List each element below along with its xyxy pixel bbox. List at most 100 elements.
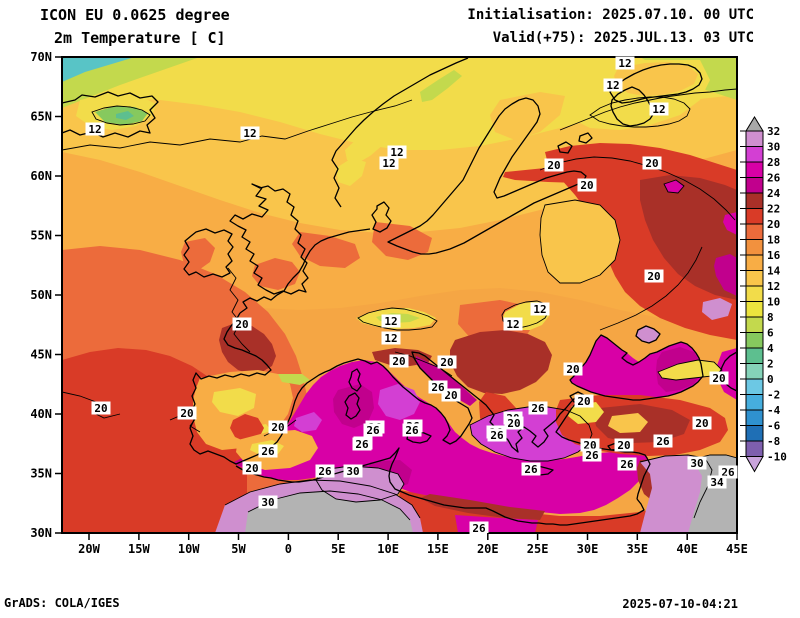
lon-tick-label: 25E: [527, 542, 549, 556]
colorbar: 32302826242220181614121086420-2-4-6-8-10: [740, 117, 787, 472]
colorbar-tick-label: 12: [767, 280, 780, 293]
contour-label: 12: [88, 123, 101, 136]
contour-label: 20: [566, 363, 579, 376]
contour-label: 20: [695, 417, 708, 430]
contour-label: 30: [261, 496, 274, 509]
lon-tick-label: 5W: [231, 542, 246, 556]
contour-label: 12: [606, 79, 619, 92]
contour-label: 20: [547, 159, 560, 172]
colorbar-band: [746, 178, 763, 194]
init-time-label: Initialisation: 2025.07.10. 00 UTC: [467, 7, 754, 23]
colorbar-band: [746, 426, 763, 442]
colorbar-tick-label: 4: [767, 342, 774, 355]
colorbar-tick-label: 16: [767, 249, 781, 262]
contour-label: 26: [585, 449, 599, 462]
colorbar-band: [746, 333, 763, 349]
colorbar-tick-label: 8: [767, 311, 774, 324]
colorbar-tick-label: -2: [767, 389, 780, 402]
colorbar-tick-label: 26: [767, 172, 781, 185]
lat-tick-label: 45N: [30, 348, 52, 362]
contour-label: 20: [271, 421, 284, 434]
colorbar-tick-label: -4: [767, 404, 781, 417]
lon-tick-label: 10W: [178, 542, 200, 556]
colorbar-tick-label: 30: [767, 141, 780, 154]
lon-tick-label: 5E: [331, 542, 345, 556]
colorbar-tick-label: 18: [767, 234, 780, 247]
lon-tick-label: 30E: [577, 542, 599, 556]
colorbar-tick-label: 0: [767, 373, 774, 386]
lon-tick-label: 0: [285, 542, 292, 556]
contour-label: 20: [617, 439, 630, 452]
contour-label: 26: [490, 429, 504, 442]
contour-label: 20: [392, 355, 405, 368]
colorbar-band: [746, 348, 763, 364]
contour-label: 26: [524, 463, 538, 476]
lon-tick-label: 35E: [626, 542, 648, 556]
contour-label: 12: [506, 318, 519, 331]
contour-label: 12: [384, 315, 397, 328]
colorbar-tick-label: -6: [767, 420, 781, 433]
colorbar-tick-label: 22: [767, 203, 780, 216]
colorbar-below-arrow: [746, 457, 763, 472]
colorbar-band: [746, 410, 763, 426]
contour-label: 12: [390, 146, 403, 159]
colorbar-above-arrow: [746, 117, 763, 131]
lon-tick-label: 15E: [427, 542, 449, 556]
contour-label: 34: [710, 476, 724, 489]
lat-tick-label: 60N: [30, 169, 52, 183]
colorbar-band: [746, 317, 763, 333]
contour-label: 26: [431, 381, 445, 394]
colorbar-band: [746, 302, 763, 318]
longitude-axis: 20W15W10W5W05E10E15E20E25E30E35E40E45E: [78, 533, 748, 556]
contour-label: 20: [245, 462, 258, 475]
lon-tick-label: 15W: [128, 542, 150, 556]
temperature-map-svg: 1212121212121212121212202020202020202020…: [0, 0, 800, 590]
lat-tick-label: 40N: [30, 407, 52, 421]
contour-label: 20: [94, 402, 107, 415]
colorbar-tick-label: 6: [767, 327, 774, 340]
contour-label: 20: [235, 318, 248, 331]
contour-label: 20: [180, 407, 193, 420]
lat-tick-label: 70N: [30, 50, 52, 64]
colorbar-band: [746, 224, 763, 240]
colorbar-band: [746, 271, 763, 287]
colorbar-tick-label: 28: [767, 156, 780, 169]
colorbar-tick-label: 10: [767, 296, 780, 309]
contour-label: 20: [580, 179, 593, 192]
contour-label: 12: [243, 127, 256, 140]
colorbar-band: [746, 147, 763, 163]
contour-label: 30: [346, 465, 359, 478]
lat-tick-label: 50N: [30, 288, 52, 302]
lon-tick-label: 45E: [726, 542, 748, 556]
contour-label: 20: [647, 270, 660, 283]
contour-label: 20: [507, 417, 520, 430]
lat-tick-label: 35N: [30, 467, 52, 481]
colorbar-band: [746, 131, 763, 147]
colorbar-band: [746, 209, 763, 225]
contour-label: 26: [405, 424, 419, 437]
lon-tick-label: 10E: [377, 542, 399, 556]
colorbar-band: [746, 255, 763, 271]
plot-title-line2: 2m Temperature [ C]: [54, 29, 226, 47]
colorbar-band: [746, 441, 763, 457]
lon-tick-label: 20W: [78, 542, 100, 556]
colorbar-tick-label: 32: [767, 125, 780, 138]
colorbar-tick-label: -8: [767, 435, 780, 448]
colorbar-band: [746, 240, 763, 256]
contour-label: 20: [645, 157, 658, 170]
lat-tick-label: 30N: [30, 526, 52, 540]
lat-tick-label: 65N: [30, 110, 52, 124]
plot-title-line1: ICON EU 0.0625 degree: [40, 6, 230, 24]
grads-credit: GrADS: COLA/IGES: [4, 596, 120, 610]
colorbar-band: [746, 286, 763, 302]
contour-label: 26: [261, 445, 275, 458]
contour-label: 12: [384, 332, 397, 345]
contour-label: 12: [533, 303, 546, 316]
contour-label: 26: [472, 522, 486, 535]
contour-label: 30: [690, 457, 703, 470]
contour-label: 26: [656, 435, 670, 448]
colorbar-band: [746, 162, 763, 178]
colorbar-band: [746, 193, 763, 209]
latitude-axis: 70N65N60N55N50N45N40N35N30N: [30, 50, 62, 540]
contour-label: 20: [440, 356, 453, 369]
